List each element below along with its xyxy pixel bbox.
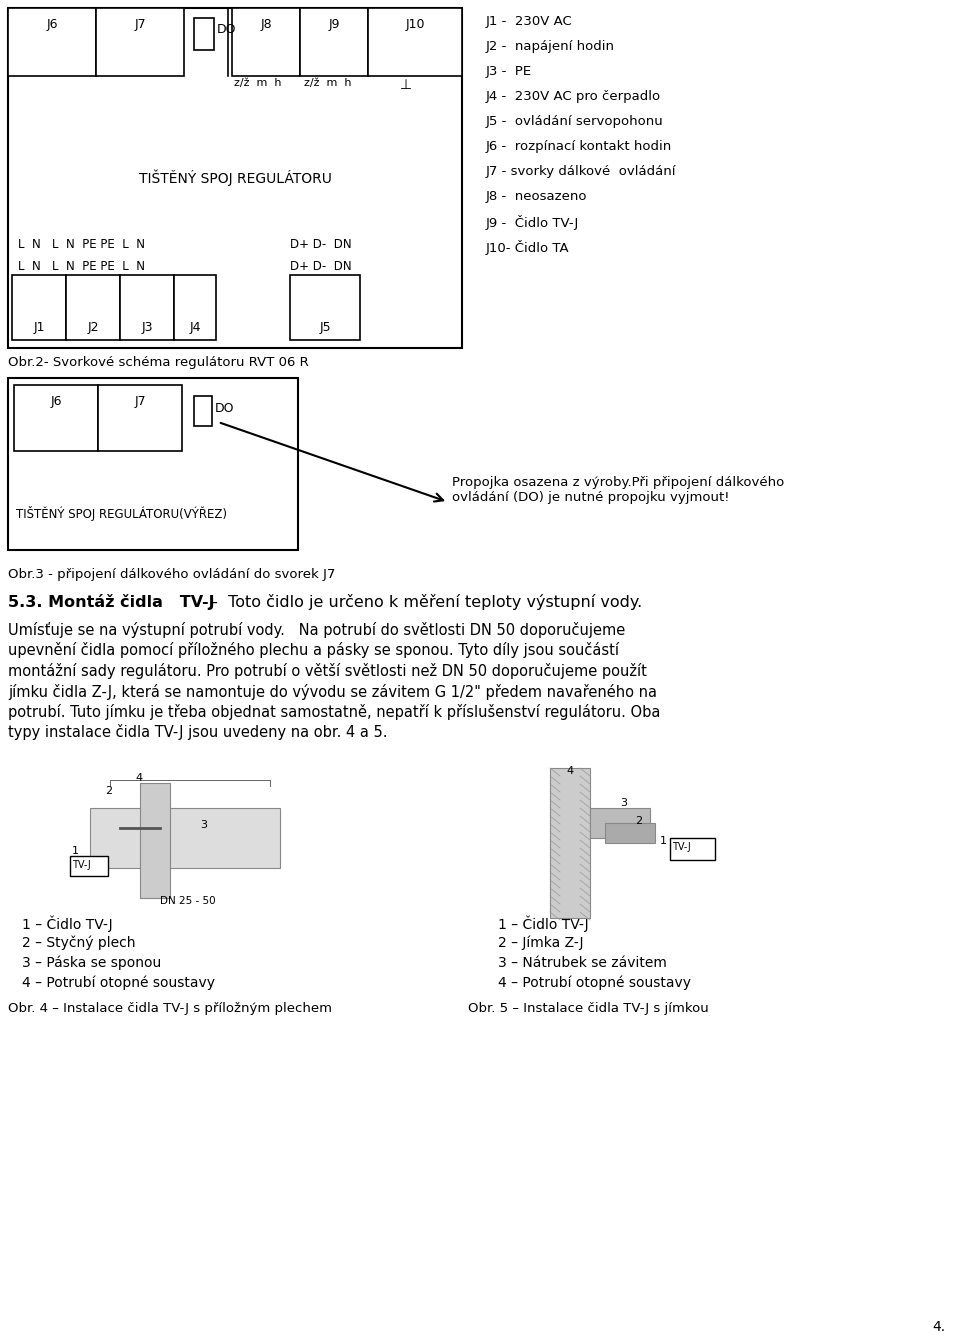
Text: D+ D-  DN: D+ D- DN	[290, 238, 351, 251]
Text: D+ D-  DN: D+ D- DN	[290, 261, 351, 273]
Text: TV-J: TV-J	[72, 860, 91, 870]
Text: DO: DO	[215, 402, 234, 415]
Bar	[194, 17, 214, 49]
Text: 1: 1	[660, 836, 667, 846]
Text: 1: 1	[72, 846, 79, 856]
Bar	[12, 275, 66, 339]
Text: L  N   L  N  PE PE  L  N: L N L N PE PE L N	[18, 238, 145, 251]
Text: J1: J1	[34, 321, 45, 334]
Text: J10- Čidlo TA: J10- Čidlo TA	[486, 240, 569, 255]
Text: L  N   L  N  PE PE  L  N: L N L N PE PE L N	[18, 261, 145, 273]
Bar	[98, 385, 182, 452]
Bar	[194, 395, 212, 426]
Text: ⊥: ⊥	[400, 77, 412, 92]
Text: TIŠTĚNÝ SPOJ REGULÁTORU(VÝŘEZ): TIŠTĚNÝ SPOJ REGULÁTORU(VÝŘEZ)	[16, 506, 227, 521]
Bar	[8, 8, 96, 76]
Text: J9 -  Čidlo TV-J: J9 - Čidlo TV-J	[486, 215, 579, 230]
Text: J6: J6	[50, 395, 61, 407]
Text: 5.3. Montáž čidla   TV-J: 5.3. Montáž čidla TV-J	[8, 595, 215, 611]
Text: montážní sady regulátoru. Pro potrubí o větší světlosti než DN 50 doporučujeme p: montážní sady regulátoru. Pro potrubí o …	[8, 663, 647, 679]
Bar	[368, 8, 462, 76]
Text: 4: 4	[566, 766, 573, 776]
Text: J8: J8	[260, 17, 272, 31]
Bar	[232, 8, 300, 76]
Text: J10: J10	[405, 17, 424, 31]
Text: 4 – Potrubí otopné soustavy: 4 – Potrubí otopné soustavy	[22, 977, 215, 990]
Text: J4 -  230V AC pro čerpadlo: J4 - 230V AC pro čerpadlo	[486, 90, 661, 103]
Bar	[70, 856, 108, 876]
Text: jímku čidla Z-J, která se namontuje do vývodu se závitem G 1/2" předem navařenéh: jímku čidla Z-J, která se namontuje do v…	[8, 684, 657, 700]
Text: Obr. 5 – Instalace čidla TV-J s jímkou: Obr. 5 – Instalace čidla TV-J s jímkou	[468, 1002, 708, 1015]
Text: J8 -  neosazeno: J8 - neosazeno	[486, 190, 588, 203]
Bar	[140, 783, 170, 898]
Text: 1 – Čidlo TV-J: 1 – Čidlo TV-J	[498, 916, 588, 933]
Bar	[8, 378, 298, 550]
Text: 4: 4	[135, 774, 142, 783]
Text: J7: J7	[134, 395, 146, 407]
Text: J5 -  ovládání servopohonu: J5 - ovládání servopohonu	[486, 115, 663, 128]
Text: J3 -  PE: J3 - PE	[486, 65, 532, 77]
Text: J7: J7	[134, 17, 146, 31]
Bar	[66, 275, 120, 339]
Text: 4 – Potrubí otopné soustavy: 4 – Potrubí otopné soustavy	[498, 977, 691, 990]
Text: -  Toto čidlo je určeno k měření teploty výstupní vody.: - Toto čidlo je určeno k měření teploty …	[207, 595, 642, 611]
Bar	[290, 275, 360, 339]
Bar	[605, 823, 655, 843]
Bar	[174, 275, 216, 339]
Text: DN 25 - 50: DN 25 - 50	[160, 896, 216, 906]
Text: z/ž  m  h: z/ž m h	[234, 77, 281, 88]
Text: 2 – Styčný plech: 2 – Styčný plech	[22, 937, 135, 950]
Bar	[300, 8, 368, 76]
Text: 3: 3	[620, 798, 627, 808]
Text: J2: J2	[87, 321, 99, 334]
Text: 3: 3	[200, 820, 207, 830]
Text: TV-J: TV-J	[672, 842, 691, 852]
Text: 4.: 4.	[932, 1320, 945, 1335]
Text: typy instalace čidla TV-J jsou uvedeny na obr. 4 a 5.: typy instalace čidla TV-J jsou uvedeny n…	[8, 724, 388, 740]
Text: Umísťuje se na výstupní potrubí vody.   Na potrubí do světlosti DN 50 doporučuje: Umísťuje se na výstupní potrubí vody. Na…	[8, 623, 625, 639]
Bar	[90, 808, 280, 868]
Text: 2: 2	[105, 786, 112, 796]
Text: J6 -  rozpínací kontakt hodin: J6 - rozpínací kontakt hodin	[486, 140, 672, 154]
Bar	[550, 768, 590, 918]
Text: J9: J9	[328, 17, 340, 31]
Text: 2: 2	[635, 816, 642, 826]
Bar	[8, 8, 462, 347]
Bar	[590, 808, 650, 838]
Bar	[670, 838, 715, 860]
Bar	[96, 8, 184, 76]
Text: J3: J3	[141, 321, 153, 334]
Text: 1 – Čidlo TV-J: 1 – Čidlo TV-J	[22, 916, 112, 933]
Text: Obr.3 - připojení dálkového ovládání do svorek J7: Obr.3 - připojení dálkového ovládání do …	[8, 568, 335, 581]
Text: J1 -  230V AC: J1 - 230V AC	[486, 15, 573, 28]
Text: J2 -  napájení hodin: J2 - napájení hodin	[486, 40, 615, 53]
Text: z/ž  m  h: z/ž m h	[304, 77, 351, 88]
Text: 3 – Nátrubek se závitem: 3 – Nátrubek se závitem	[498, 957, 667, 970]
Text: TIŠTĚNÝ SPOJ REGULÁTORU: TIŠTĚNÝ SPOJ REGULÁTORU	[138, 170, 331, 186]
Bar	[14, 385, 98, 452]
Text: Obr.2- Svorkové schéma regulátoru RVT 06 R: Obr.2- Svorkové schéma regulátoru RVT 06…	[8, 355, 309, 369]
Text: 2 – Jímka Z-J: 2 – Jímka Z-J	[498, 937, 584, 950]
Bar	[120, 275, 174, 339]
Text: upevnění čidla pomocí příložného plechu a pásky se sponou. Tyto díly jsou součás: upevnění čidla pomocí příložného plechu …	[8, 643, 619, 659]
Text: DO: DO	[217, 23, 236, 36]
Text: 3 – Páska se sponou: 3 – Páska se sponou	[22, 957, 161, 970]
Text: J6: J6	[46, 17, 58, 31]
Text: J4: J4	[189, 321, 201, 334]
Text: J7 - svorky dálkové  ovládání: J7 - svorky dálkové ovládání	[486, 166, 677, 178]
Text: Propojka osazena z výroby.Při připojení dálkového
ovládání (DO) je nutné propojk: Propojka osazena z výroby.Při připojení …	[452, 476, 784, 504]
Text: Obr. 4 – Instalace čidla TV-J s příložným plechem: Obr. 4 – Instalace čidla TV-J s příložný…	[8, 1002, 332, 1015]
Text: potrubí. Tuto jímku je třeba objednat samostatně, nepatří k příslušenství regulá: potrubí. Tuto jímku je třeba objednat sa…	[8, 704, 660, 720]
Text: J5: J5	[319, 321, 331, 334]
